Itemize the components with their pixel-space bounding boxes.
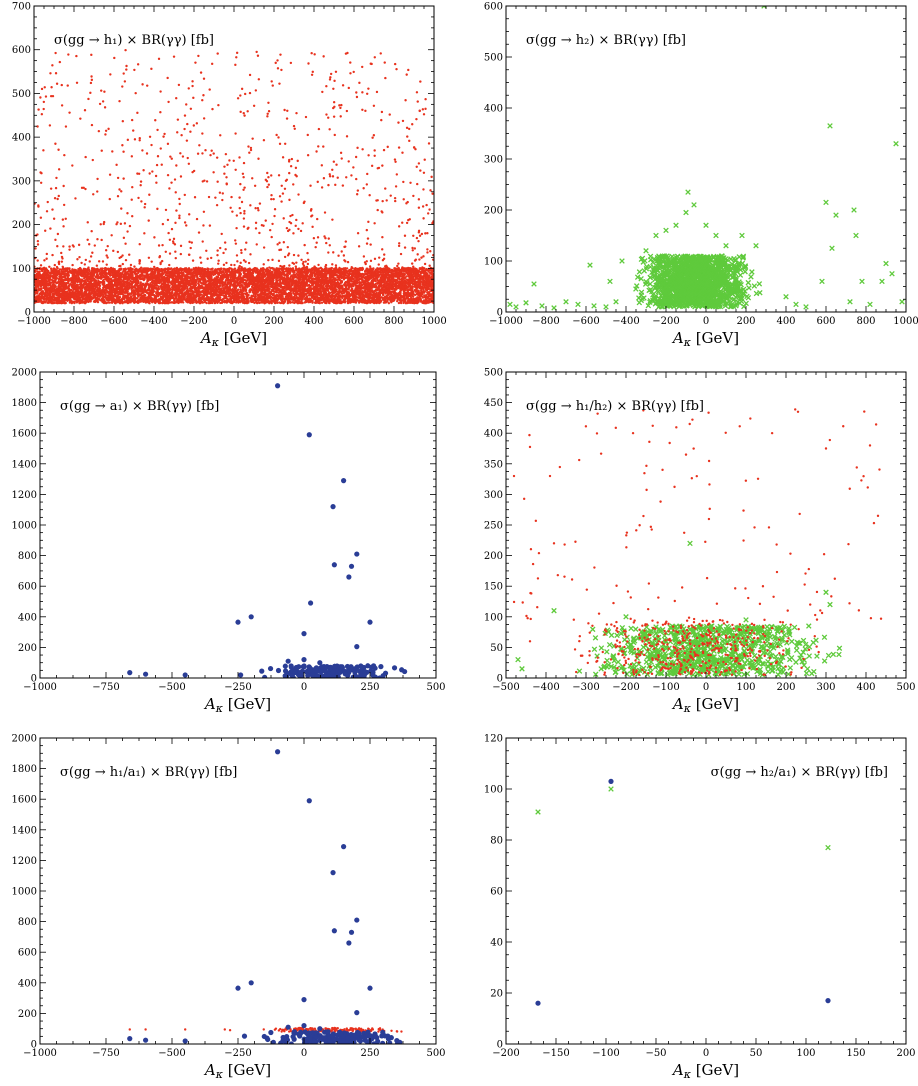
data-point <box>411 295 415 298</box>
data-point <box>411 285 414 288</box>
data-point <box>121 271 124 274</box>
data-point <box>245 279 249 282</box>
data-point <box>181 301 185 304</box>
data-point <box>95 289 99 292</box>
plot-area <box>34 48 434 305</box>
data-point <box>37 285 40 289</box>
data-point <box>76 280 79 284</box>
chart-panel-1: −1000 −800 −600 −400 −200 0 200 400 600 800 100001… <box>12 2 447 350</box>
data-point <box>130 292 133 296</box>
data-point <box>110 301 114 304</box>
data-point <box>286 301 290 305</box>
data-point <box>381 296 384 300</box>
data-point <box>46 301 49 304</box>
data-point <box>402 301 405 305</box>
data-point <box>420 288 423 292</box>
data-point <box>80 275 84 278</box>
data-point <box>320 301 324 304</box>
data-point <box>169 267 172 271</box>
data-point <box>139 281 142 284</box>
data-point <box>257 301 261 304</box>
data-point <box>50 278 53 281</box>
data-point <box>164 273 167 277</box>
data-point <box>281 278 285 282</box>
data-point <box>111 279 114 283</box>
data-point <box>139 300 142 303</box>
data-point <box>352 284 355 288</box>
data-point <box>406 278 409 282</box>
data-point <box>55 281 58 285</box>
data-point <box>228 289 232 293</box>
series-red <box>34 48 434 305</box>
data-point <box>422 290 426 293</box>
